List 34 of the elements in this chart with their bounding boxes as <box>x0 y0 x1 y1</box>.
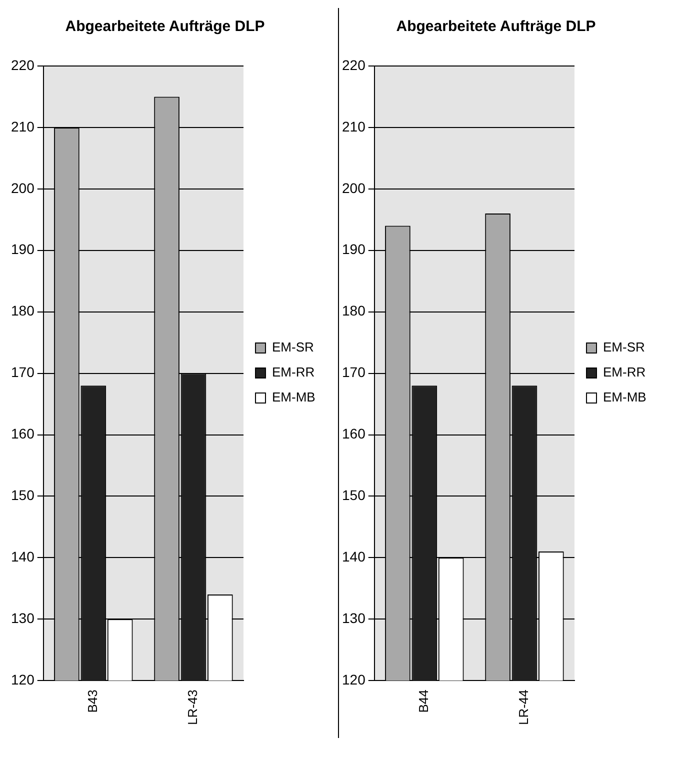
y-tick-label: 150 <box>11 487 35 504</box>
y-tick-label: 190 <box>11 241 35 258</box>
legend-label: EM-MB <box>603 390 646 405</box>
y-tick-label: 130 <box>11 610 35 626</box>
legend-label: EM-SR <box>603 340 645 355</box>
y-tick-label: 210 <box>342 118 366 134</box>
legend-label: EM-RR <box>272 364 315 380</box>
y-tick-label: 210 <box>11 118 35 134</box>
legend-label: EM-SR <box>272 340 314 355</box>
y-tick-label: 160 <box>342 426 366 442</box>
y-tick-label: 170 <box>342 364 366 380</box>
x-tick-label: B43 <box>84 690 100 713</box>
legend-label: EM-RR <box>603 364 646 380</box>
y-tick-label: 140 <box>11 548 35 565</box>
x-tick-label: LR-44 <box>516 690 532 726</box>
y-tick-label: 200 <box>11 180 35 196</box>
y-tick-label: 140 <box>342 548 366 565</box>
chart-title: Abgearbeitete Aufträge DLP <box>396 18 596 36</box>
y-tick-label: 180 <box>11 302 35 319</box>
y-tick-label: 150 <box>342 487 366 504</box>
y-tick-label: 220 <box>11 56 35 73</box>
y-tick-label: 200 <box>342 180 366 196</box>
y-tick-label: 130 <box>342 610 366 626</box>
y-tick-label: 120 <box>11 671 35 688</box>
x-tick-label: B44 <box>416 690 431 713</box>
y-tick-label: 220 <box>342 56 366 73</box>
y-tick-label: 190 <box>342 241 366 258</box>
y-tick-label: 120 <box>342 671 366 688</box>
chart-title: Abgearbeitete Aufträge DLP <box>65 18 265 36</box>
x-tick-label: LR-43 <box>185 690 200 726</box>
y-tick-label: 170 <box>11 364 35 380</box>
y-tick-label: 160 <box>11 426 35 442</box>
y-tick-label: 180 <box>342 302 366 319</box>
legend-label: EM-MB <box>272 390 316 405</box>
